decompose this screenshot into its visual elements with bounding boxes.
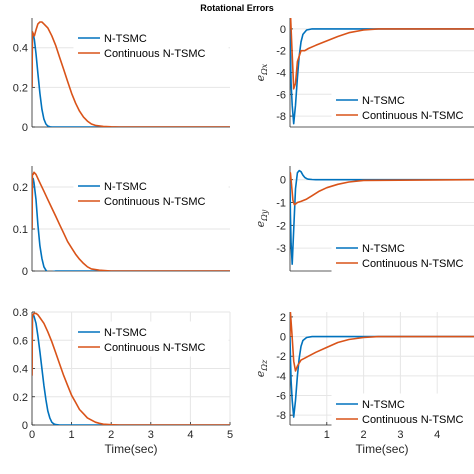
plot-area	[32, 21, 230, 127]
x-axis-label: Time(sec)	[356, 442, 409, 456]
y-tick-label: 0	[22, 266, 28, 278]
plot-area	[290, 312, 474, 418]
series-line-continuous-n-tsmc	[32, 171, 230, 271]
legend-entry: Continuous N-TSMC	[362, 414, 464, 426]
series-line-n-tsmc	[32, 177, 230, 271]
y-tick-label: -2	[276, 351, 286, 363]
plot-area	[290, 169, 474, 266]
chart-r2c1: 0 0.1 0.2 N-TSMC Continuous N-TSMC	[13, 166, 230, 278]
chart-r3c2: -8 -6 -4 -2 0 2 1 2 3 4 Time(sec) eΩz N-TSMC Continuo…	[254, 312, 474, 456]
y-tick-label: 0.4	[13, 43, 28, 55]
x-tick-label: 3	[397, 429, 403, 441]
legend-entry: N-TSMC	[104, 33, 147, 45]
series-line-continuous-n-tsmc	[32, 21, 230, 127]
plot-area	[32, 171, 230, 271]
x-tick-label: 2	[361, 429, 367, 441]
series-line-continuous-n-tsmc	[290, 172, 474, 206]
y-tick-label: 0	[280, 24, 286, 36]
legend-box	[331, 89, 474, 125]
y-tick-label: -2	[276, 220, 286, 232]
legend-entry: N-TSMC	[362, 399, 405, 411]
y-tick-label: 0	[22, 420, 28, 432]
legend-entry: Continuous N-TSMC	[362, 110, 464, 122]
x-tick-label: 1	[69, 429, 75, 441]
legend-entry: Continuous N-TSMC	[362, 258, 464, 270]
x-axis-label: Time(sec)	[105, 442, 158, 456]
y-tick-label: 0.8	[13, 307, 28, 319]
legend: N-TSMC Continuous N-TSMC	[73, 321, 229, 357]
y-tick-label: 2	[280, 312, 286, 324]
chart-r1c2: -8 -6 -4 -2 0 eΩx N-TSMC Continuous N-TSMC	[254, 18, 474, 128]
y-tick-label: 0	[280, 175, 286, 187]
y-tick-label: -8	[276, 410, 286, 422]
y-tick-label: 0.2	[13, 82, 28, 94]
legend-entry: Continuous N-TSMC	[104, 48, 206, 60]
chart-r3c1: 0 0.2 0.4 0.6 0.8 0 1 2 3 4 5 Time(sec) N-TSMC Contin…	[13, 307, 233, 456]
chart-r1c1: 0 0.2 0.4 N-TSMC Continuous N-TSMC	[13, 18, 230, 134]
y-tick-label: 0	[280, 332, 286, 344]
y-tick-label: 0.2	[13, 182, 28, 194]
series-line-continuous-n-tsmc	[290, 312, 474, 372]
legend-box	[331, 393, 474, 429]
legend-box	[331, 237, 474, 273]
series-line-continuous-n-tsmc	[290, 18, 474, 90]
legend-entry: Continuous N-TSMC	[104, 196, 206, 208]
y-tick-label: -3	[276, 243, 286, 255]
y-tick-label: -1	[276, 198, 286, 210]
y-axis-label: eΩy	[254, 209, 269, 227]
chart-r2c2: -3 -2 -1 0 eΩy N-TSMC Continuous N-TSMC	[254, 166, 474, 273]
x-tick-label: 4	[187, 429, 193, 441]
y-tick-label: -4	[276, 68, 286, 80]
legend-entry: N-TSMC	[362, 95, 405, 107]
legend: N-TSMC Continuous N-TSMC	[331, 89, 474, 125]
y-tick-label: -8	[276, 111, 286, 123]
legend: N-TSMC Continuous N-TSMC	[73, 27, 229, 63]
x-tick-label: 3	[148, 429, 154, 441]
series-line-n-tsmc	[290, 169, 474, 266]
legend-entry: N-TSMC	[104, 327, 147, 339]
y-tick-label: -4	[276, 371, 286, 383]
legend-entry: N-TSMC	[104, 181, 147, 193]
y-tick-label: 0.6	[13, 335, 28, 347]
figure-title: Rotational Errors	[200, 3, 274, 13]
legend-box	[73, 27, 229, 63]
series-line-n-tsmc	[32, 313, 230, 425]
series-line-continuous-n-tsmc	[32, 312, 230, 425]
legend-entry: N-TSMC	[362, 243, 405, 255]
legend: N-TSMC Continuous N-TSMC	[73, 175, 229, 211]
y-tick-label: 0.2	[13, 392, 28, 404]
y-tick-label: 0.1	[13, 224, 28, 236]
x-tick-label: 2	[108, 429, 114, 441]
x-tick-label: 5	[227, 429, 233, 441]
legend: N-TSMC Continuous N-TSMC	[331, 237, 474, 273]
series-line-n-tsmc	[290, 335, 474, 418]
legend-box	[73, 175, 229, 211]
x-tick-label: 0	[29, 429, 35, 441]
y-tick-label: 0	[22, 122, 28, 134]
series-line-n-tsmc	[32, 31, 230, 127]
y-tick-label: -6	[276, 89, 286, 101]
x-tick-label: 4	[434, 429, 440, 441]
legend: N-TSMC Continuous N-TSMC	[331, 393, 474, 429]
y-tick-label: 0.4	[13, 364, 28, 376]
y-tick-label: -2	[276, 46, 286, 58]
y-axis-label: eΩx	[254, 63, 269, 81]
y-axis-label: eΩz	[254, 359, 269, 377]
legend-box	[73, 321, 229, 357]
x-tick-label: 1	[324, 429, 330, 441]
legend-entry: Continuous N-TSMC	[104, 342, 206, 354]
y-tick-label: -6	[276, 391, 286, 403]
plot-area	[290, 18, 474, 125]
plot-area	[32, 312, 230, 425]
